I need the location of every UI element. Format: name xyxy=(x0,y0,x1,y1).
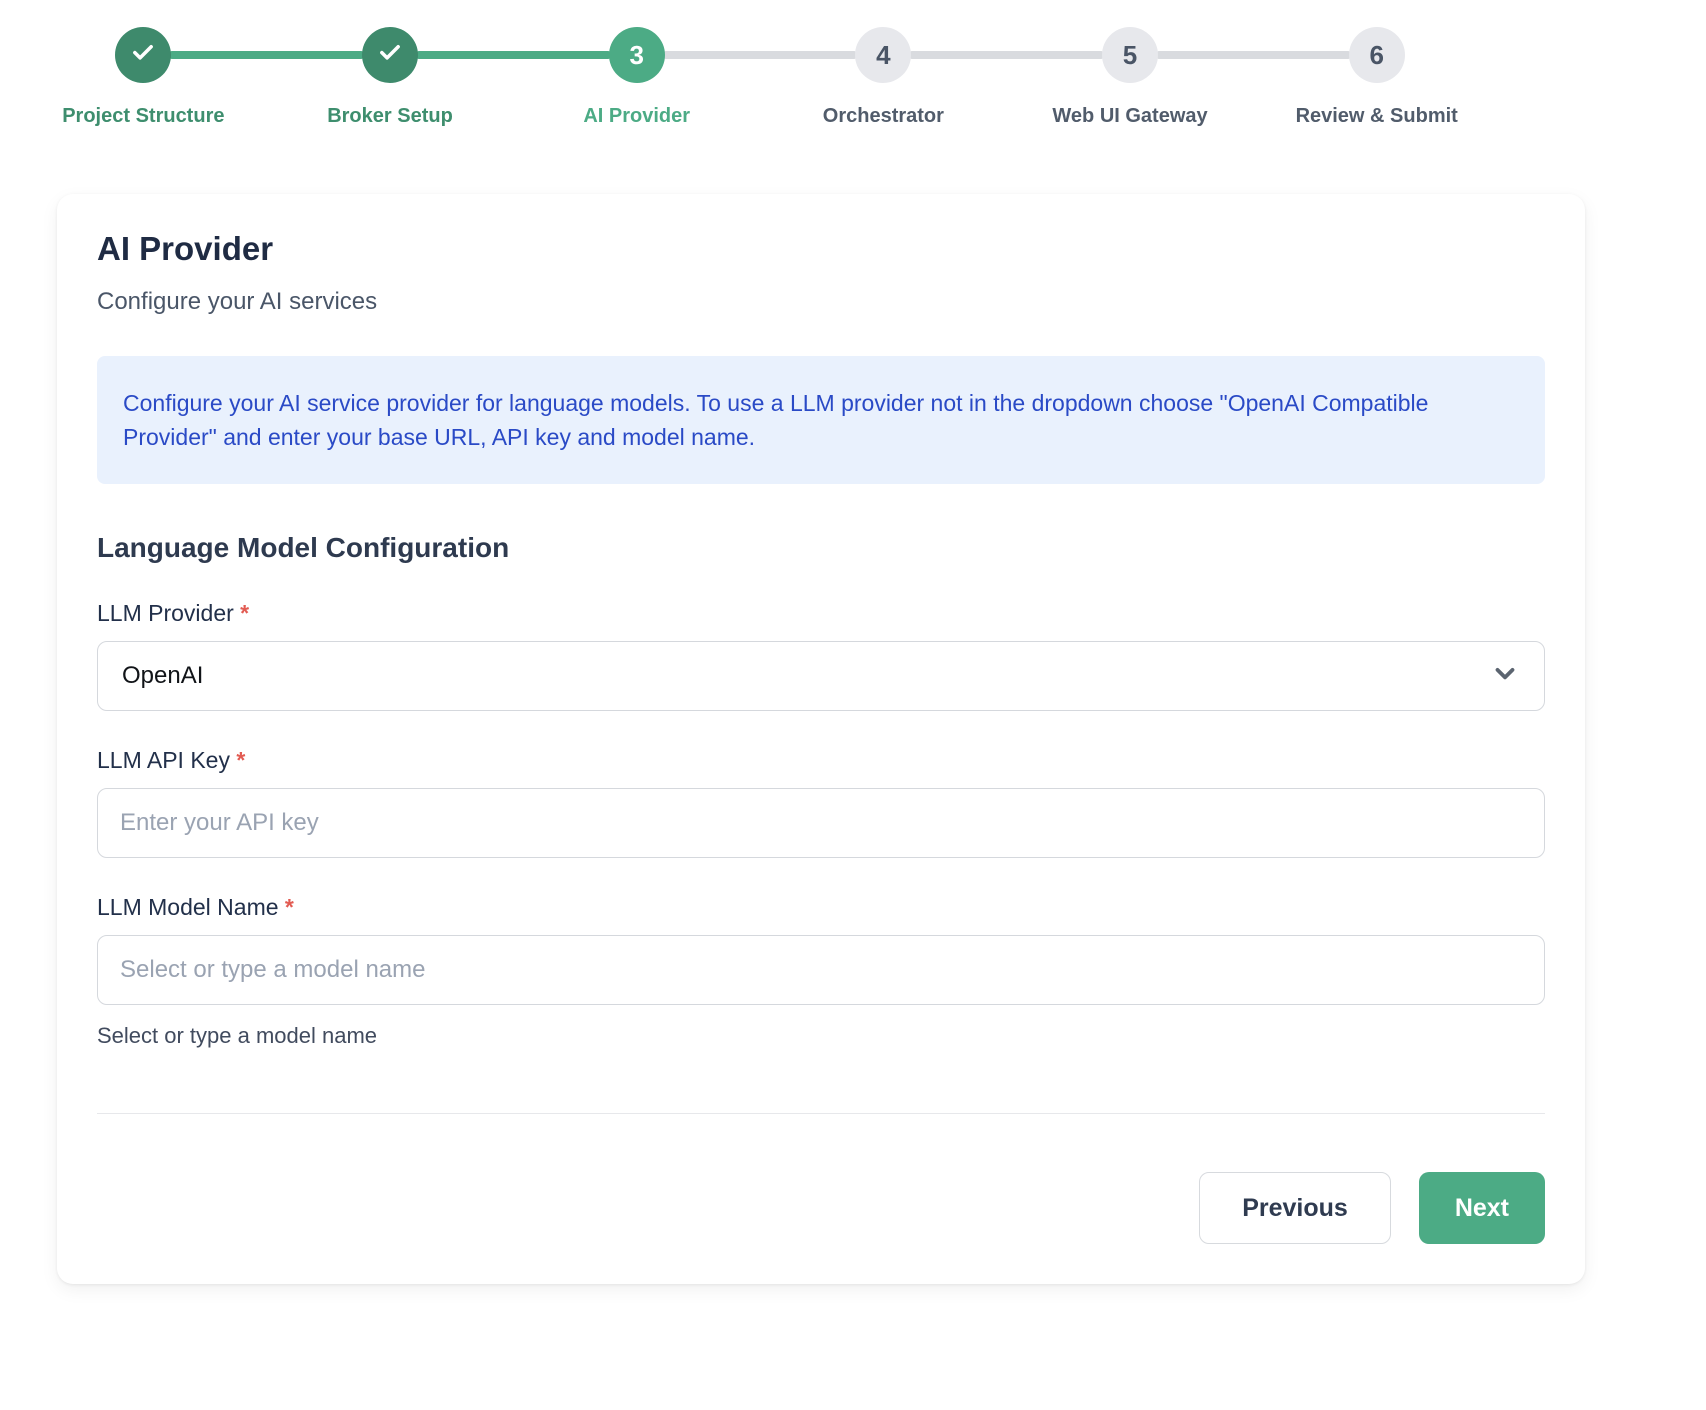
llm-provider-select[interactable]: OpenAI xyxy=(97,641,1545,711)
step-connector xyxy=(663,51,857,59)
llm-model-name-label-text: LLM Model Name xyxy=(97,894,279,920)
page-title: AI Provider xyxy=(97,230,274,267)
step-circle-complete xyxy=(115,27,172,83)
step-label: Broker Setup xyxy=(327,105,453,127)
llm-model-name-input[interactable] xyxy=(97,935,1545,1005)
llm-api-key-label-text: LLM API Key xyxy=(97,747,230,773)
ai-provider-card: AI Provider Configure your AI services C… xyxy=(57,194,1585,1284)
step-label: Web UI Gateway xyxy=(1052,105,1208,127)
page-subtitle: Configure your AI services xyxy=(97,288,378,315)
wizard-page: Project Structure Broker Setup 3 AI Prov… xyxy=(20,27,1585,1284)
llm-provider-field: LLM Provider * OpenAI xyxy=(97,600,1545,711)
stepper-step-project-structure[interactable]: Project Structure xyxy=(20,27,267,128)
required-asterisk: * xyxy=(240,600,250,626)
required-asterisk: * xyxy=(284,894,294,920)
llm-api-key-label: LLM API Key * xyxy=(97,747,1545,774)
check-icon xyxy=(376,38,404,73)
llm-provider-selected-value: OpenAI xyxy=(122,662,204,689)
llm-provider-label-text: LLM Provider xyxy=(97,600,234,626)
llm-model-name-helper: Select or type a model name xyxy=(97,1023,378,1048)
llm-api-key-field: LLM API Key * xyxy=(97,747,1545,858)
step-circle-upcoming: 5 xyxy=(1102,27,1159,83)
llm-api-key-input[interactable] xyxy=(97,788,1545,858)
step-connector xyxy=(910,51,1104,59)
step-connector xyxy=(1157,51,1350,59)
step-label: Orchestrator xyxy=(822,105,944,127)
chevron-down-icon xyxy=(1490,658,1520,695)
llm-model-name-label: LLM Model Name * xyxy=(97,894,1545,921)
section-heading: Language Model Configuration xyxy=(97,532,510,563)
llm-provider-label: LLM Provider * xyxy=(97,600,1545,627)
footer-divider xyxy=(97,1113,1545,1114)
info-banner-text: Configure your AI service provider for l… xyxy=(123,390,1429,450)
stepper-step-broker-setup[interactable]: Broker Setup xyxy=(170,27,514,128)
step-circle-upcoming: 6 xyxy=(1348,27,1405,83)
previous-button[interactable]: Previous xyxy=(1199,1172,1391,1244)
stepper: Project Structure Broker Setup 3 AI Prov… xyxy=(20,27,1500,128)
step-label: AI Provider xyxy=(583,105,691,127)
info-banner: Configure your AI service provider for l… xyxy=(97,356,1545,484)
stepper-step-web-ui-gateway[interactable]: 5 Web UI Gateway xyxy=(910,27,1254,128)
step-circle-complete xyxy=(362,27,418,83)
stepper-step-review-submit[interactable]: 6 Review & Submit xyxy=(1157,27,1500,128)
wizard-actions: Previous Next xyxy=(97,1172,1545,1244)
step-connector xyxy=(417,51,610,59)
check-icon xyxy=(129,38,157,73)
required-asterisk: * xyxy=(236,747,246,773)
step-circle-active: 3 xyxy=(608,27,665,83)
step-label: Review & Submit xyxy=(1295,105,1458,127)
stepper-step-ai-provider[interactable]: 3 AI Provider xyxy=(417,27,760,128)
stepper-step-orchestrator[interactable]: 4 Orchestrator xyxy=(663,27,1007,128)
step-connector xyxy=(170,51,364,59)
next-button[interactable]: Next xyxy=(1418,1172,1545,1244)
step-label: Project Structure xyxy=(62,105,225,127)
llm-model-name-field: LLM Model Name * Select or type a model … xyxy=(97,894,1545,1049)
step-circle-upcoming: 4 xyxy=(855,27,912,83)
